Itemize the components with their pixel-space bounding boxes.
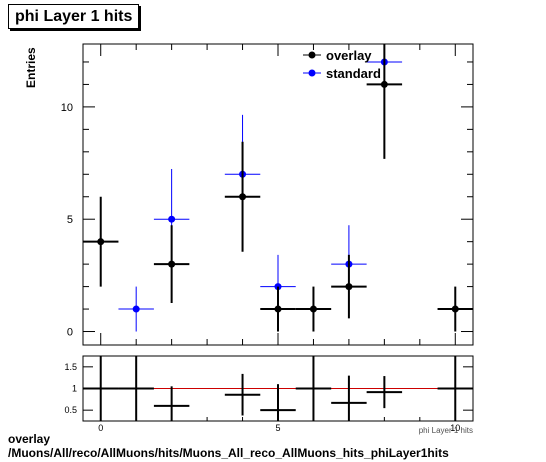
- footer-line-1: overlay: [8, 432, 51, 446]
- y-tick-label: 5: [67, 214, 73, 226]
- x-tick-label: 10: [450, 423, 460, 433]
- overlay-point: [97, 238, 105, 246]
- legend-marker-overlay: [308, 51, 316, 59]
- chart-title: phi Layer 1 hits: [8, 4, 140, 29]
- x-tick-label: 5: [275, 423, 280, 433]
- y-tick-label: 0: [67, 327, 73, 339]
- ratio-y-tick-label: 1.5: [64, 362, 77, 372]
- footer-line-2: /Muons/All/reco/AllMuons/hits/Muons_All_…: [8, 446, 449, 460]
- overlay-point: [380, 80, 388, 88]
- standard-point: [132, 305, 140, 313]
- y-tick-label: 10: [61, 102, 73, 114]
- ratio-y-tick-label: 0.5: [64, 405, 77, 415]
- legend-label-standard: standard: [326, 66, 381, 81]
- overlay-point: [239, 193, 247, 201]
- ratio-y-tick-label: 1: [72, 384, 77, 394]
- overlay-point: [274, 305, 282, 313]
- overlay-point: [451, 305, 459, 313]
- legend-marker-standard: [308, 69, 316, 77]
- standard-point: [168, 215, 176, 223]
- overlay-point: [345, 283, 353, 291]
- legend-label-overlay: overlay: [326, 48, 372, 63]
- overlay-point: [168, 260, 176, 268]
- x-tick-label: 0: [98, 423, 103, 433]
- x-axis-label: phi Layer 1 hits: [419, 426, 473, 435]
- overlay-point: [309, 305, 317, 313]
